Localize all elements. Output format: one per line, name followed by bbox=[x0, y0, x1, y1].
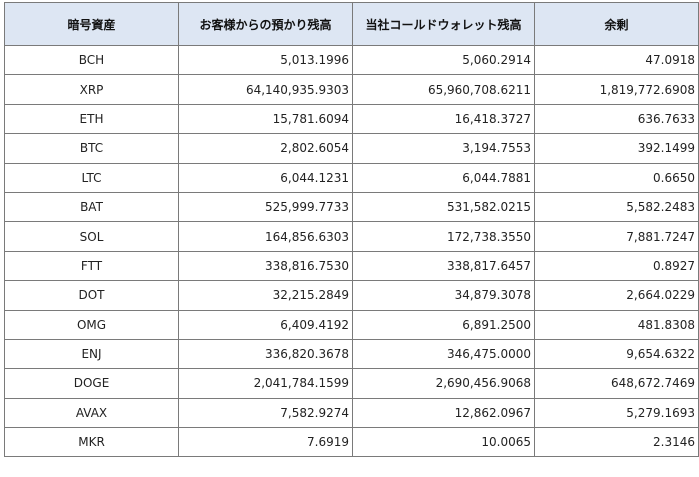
cold-wallet-cell: 338,817.6457 bbox=[352, 250, 535, 282]
table-row: MKR 7.6919 10.0065 2.3146 bbox=[4, 427, 699, 458]
customer-deposit-cell: 7.6919 bbox=[178, 427, 353, 458]
table-row: BTC 2,802.6054 3,194.7553 392.1499 bbox=[4, 133, 699, 164]
surplus-cell: 0.8927 bbox=[534, 250, 699, 282]
table-row: ETH 15,781.6094 16,418.3727 636.7633 bbox=[4, 103, 699, 135]
asset-cell: BTC bbox=[4, 133, 179, 164]
cold-wallet-cell: 6,891.2500 bbox=[352, 309, 535, 340]
table-row: SOL 164,856.6303 172,738.3550 7,881.7247 bbox=[4, 221, 699, 252]
asset-cell: MKR bbox=[4, 427, 179, 458]
asset-cell: OMG bbox=[4, 309, 179, 340]
asset-cell: DOGE bbox=[4, 368, 179, 399]
customer-deposit-cell: 32,215.2849 bbox=[178, 280, 353, 311]
asset-cell: SOL bbox=[4, 221, 179, 252]
cold-wallet-cell: 346,475.0000 bbox=[352, 338, 535, 370]
surplus-cell: 7,881.7247 bbox=[534, 221, 699, 252]
customer-deposit-cell: 7,582.9274 bbox=[178, 397, 353, 429]
customer-deposit-cell: 338,816.7530 bbox=[178, 250, 353, 282]
customer-deposit-cell: 525,999.7733 bbox=[178, 191, 353, 223]
surplus-cell: 5,582.2483 bbox=[534, 191, 699, 223]
header-surplus: 余剰 bbox=[534, 2, 699, 46]
asset-cell: DOT bbox=[4, 280, 179, 311]
balance-table: 暗号資産 お客様からの預かり残高 当社コールドウォレット残高 余剰 BCH 5,0… bbox=[4, 2, 699, 458]
asset-cell: BCH bbox=[4, 44, 179, 76]
table-row: DOGE 2,041,784.1599 2,690,456.9068 648,672.… bbox=[4, 368, 699, 399]
table-header: 暗号資産 お客様からの預かり残高 当社コールドウォレット残高 余剰 bbox=[4, 2, 699, 46]
asset-cell: XRP bbox=[4, 74, 179, 105]
table-row: LTC 6,044.1231 6,044.7881 0.6650 bbox=[4, 162, 699, 193]
table-row: XRP 64,140,935.9303 65,960,708.6211 1,819,7… bbox=[4, 74, 699, 105]
cold-wallet-cell: 6,044.7881 bbox=[352, 162, 535, 193]
cold-wallet-cell: 3,194.7553 bbox=[352, 133, 535, 164]
cold-wallet-cell: 172,738.3550 bbox=[352, 221, 535, 252]
customer-deposit-cell: 5,013.1996 bbox=[178, 44, 353, 76]
surplus-cell: 5,279.1693 bbox=[534, 397, 699, 429]
table-body: BCH 5,013.1996 5,060.2914 47.0918 XRP 64,140,… bbox=[4, 44, 699, 458]
cold-wallet-cell: 10.0065 bbox=[352, 427, 535, 458]
header-asset: 暗号資産 bbox=[4, 2, 179, 46]
cold-wallet-cell: 5,060.2914 bbox=[352, 44, 535, 76]
surplus-cell: 2.3146 bbox=[534, 427, 699, 458]
customer-deposit-cell: 15,781.6094 bbox=[178, 103, 353, 135]
asset-cell: FTT bbox=[4, 250, 179, 282]
customer-deposit-cell: 164,856.6303 bbox=[178, 221, 353, 252]
header-customer-deposit: お客様からの預かり残高 bbox=[178, 2, 353, 46]
asset-cell: BAT bbox=[4, 191, 179, 223]
surplus-cell: 2,664.0229 bbox=[534, 280, 699, 311]
header-row: 暗号資産 お客様からの預かり残高 当社コールドウォレット残高 余剰 bbox=[4, 2, 699, 46]
table-row: ENJ 336,820.3678 346,475.0000 9,654.6322 bbox=[4, 338, 699, 370]
table-row: AVAX 7,582.9274 12,862.0967 5,279.1693 bbox=[4, 397, 699, 429]
customer-deposit-cell: 6,044.1231 bbox=[178, 162, 353, 193]
cold-wallet-cell: 531,582.0215 bbox=[352, 191, 535, 223]
table-row: BAT 525,999.7733 531,582.0215 5,582.2483 bbox=[4, 191, 699, 223]
customer-deposit-cell: 6,409.4192 bbox=[178, 309, 353, 340]
table-row: BCH 5,013.1996 5,060.2914 47.0918 bbox=[4, 44, 699, 76]
customer-deposit-cell: 2,041,784.1599 bbox=[178, 368, 353, 399]
surplus-cell: 636.7633 bbox=[534, 103, 699, 135]
asset-cell: ETH bbox=[4, 103, 179, 135]
surplus-cell: 0.6650 bbox=[534, 162, 699, 193]
surplus-cell: 481.8308 bbox=[534, 309, 699, 340]
cold-wallet-cell: 16,418.3727 bbox=[352, 103, 535, 135]
cold-wallet-cell: 34,879.3078 bbox=[352, 280, 535, 311]
customer-deposit-cell: 2,802.6054 bbox=[178, 133, 353, 164]
header-cold-wallet: 当社コールドウォレット残高 bbox=[352, 2, 535, 46]
surplus-cell: 648,672.7469 bbox=[534, 368, 699, 399]
table-row: FTT 338,816.7530 338,817.6457 0.8927 bbox=[4, 250, 699, 282]
cold-wallet-cell: 2,690,456.9068 bbox=[352, 368, 535, 399]
cold-wallet-cell: 12,862.0967 bbox=[352, 397, 535, 429]
cold-wallet-cell: 65,960,708.6211 bbox=[352, 74, 535, 105]
asset-cell: ENJ bbox=[4, 338, 179, 370]
customer-deposit-cell: 336,820.3678 bbox=[178, 338, 353, 370]
surplus-cell: 9,654.6322 bbox=[534, 338, 699, 370]
table-row: DOT 32,215.2849 34,879.3078 2,664.0229 bbox=[4, 280, 699, 311]
balance-table-container: 暗号資産 お客様からの預かり残高 当社コールドウォレット残高 余剰 BCH 5,0… bbox=[4, 2, 699, 458]
surplus-cell: 1,819,772.6908 bbox=[534, 74, 699, 105]
surplus-cell: 392.1499 bbox=[534, 133, 699, 164]
table-row: OMG 6,409.4192 6,891.2500 481.8308 bbox=[4, 309, 699, 340]
surplus-cell: 47.0918 bbox=[534, 44, 699, 76]
asset-cell: LTC bbox=[4, 162, 179, 193]
customer-deposit-cell: 64,140,935.9303 bbox=[178, 74, 353, 105]
asset-cell: AVAX bbox=[4, 397, 179, 429]
